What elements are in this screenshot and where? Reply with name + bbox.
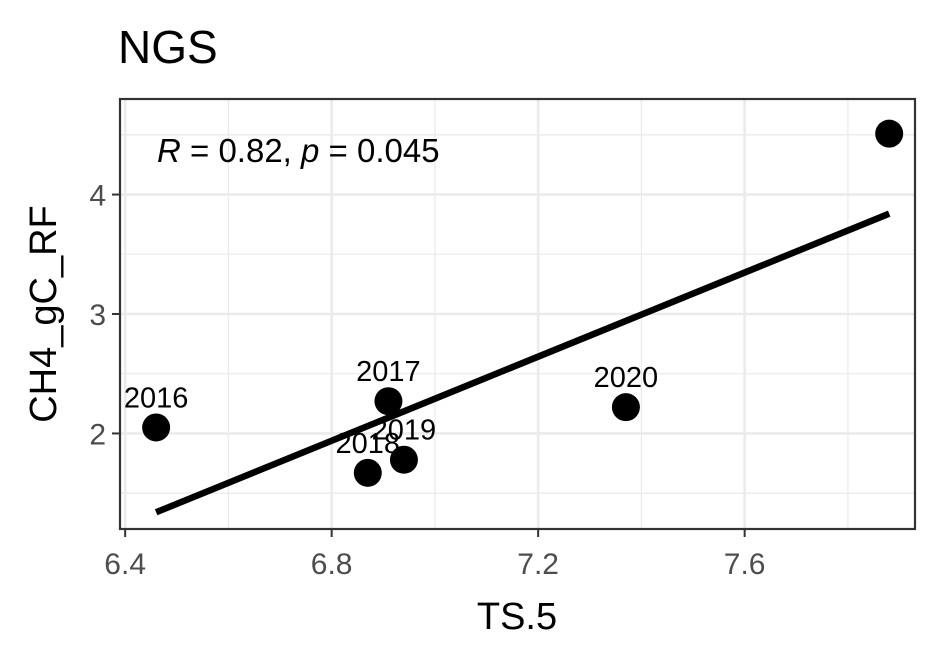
p-symbol: p [300,132,319,169]
axis-ticks: 6.4 6.8 7.2 7.6 2 3 4 [89,180,765,581]
chart-title: NGS [118,21,218,73]
regression-line [154,210,891,516]
x-tick-label: 7.6 [724,548,766,581]
correlation-annotation: R = 0.82, p = 0.045 [157,132,440,169]
r-value: = 0.82, [181,132,301,169]
data-point [611,393,640,422]
x-tick-label: 6.8 [311,548,353,581]
regression-line-layer [154,210,891,516]
p-value: = 0.045 [319,132,439,169]
x-tick-label: 6.4 [104,548,146,581]
y-tick-label: 2 [89,418,106,451]
data-point [875,119,904,148]
grid [120,99,915,529]
y-tick-label: 4 [89,180,106,213]
x-axis-title: TS.5 [477,596,557,638]
point-label: 2018 [336,428,401,460]
r-symbol: R [157,132,181,169]
point-label: 2016 [124,382,189,414]
data-point [142,413,171,442]
points-layer [142,119,904,487]
y-axis-title: CH4_gC_RF [23,205,65,423]
y-tick-label: 3 [89,299,106,332]
data-point [389,445,418,474]
point-label: 2019 [372,415,437,447]
x-tick-label: 7.2 [517,548,559,581]
data-point [353,458,382,487]
data-point [374,387,403,416]
point-label: 2020 [594,362,659,394]
point-label: 2017 [356,356,421,388]
